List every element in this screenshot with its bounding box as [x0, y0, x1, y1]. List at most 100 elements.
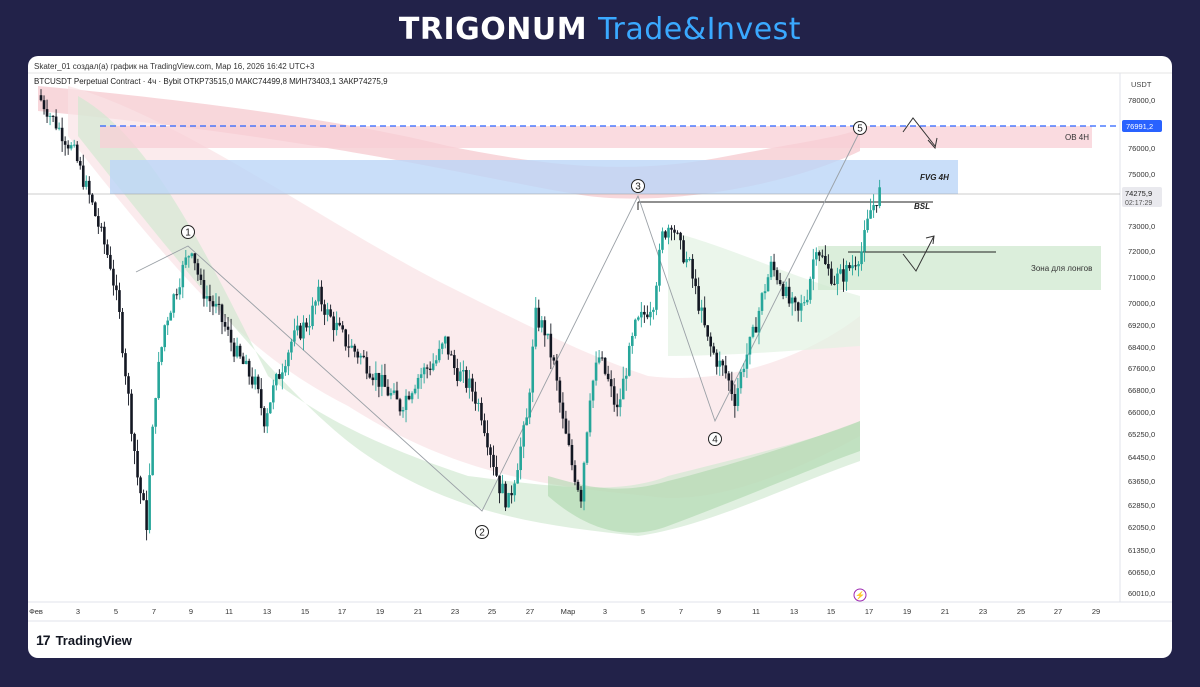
candle-body [365, 357, 369, 374]
tradingview-logo[interactable]: 17 TradingView [36, 632, 132, 648]
candle-body [302, 322, 305, 339]
time-tick: 23 [979, 607, 987, 616]
candle-body [805, 299, 809, 303]
fvg-label: FVG 4H [920, 173, 949, 182]
time-tick: 19 [376, 607, 384, 616]
candle-body [564, 418, 568, 434]
candle-body [440, 343, 444, 349]
candle-body [827, 263, 830, 269]
candle-body [585, 432, 589, 463]
candle-body [697, 286, 700, 311]
candle-body [712, 346, 716, 353]
candle-body [727, 373, 731, 381]
candle-body [682, 240, 685, 263]
time-tick: 23 [451, 607, 459, 616]
time-tick: 17 [338, 607, 346, 616]
wave-marker [181, 225, 195, 239]
candle-body [495, 466, 498, 476]
candle-body [492, 454, 495, 467]
lower-ribbon [78, 96, 860, 536]
candle-body [395, 390, 399, 400]
candle-body [217, 303, 221, 305]
ob-label: OB 4H [1065, 133, 1089, 142]
candle-body [344, 329, 347, 347]
candle-body [730, 380, 734, 394]
candle-body [139, 477, 142, 494]
candle-body [591, 380, 595, 401]
candle-body [350, 345, 354, 348]
time-tick: 5 [641, 607, 645, 616]
candle-body [670, 227, 673, 230]
candle-body [100, 226, 103, 228]
long-zone [818, 246, 1101, 290]
candle-body [860, 251, 863, 265]
candle-body [630, 335, 634, 346]
candle-body [281, 372, 284, 379]
up-arrow [902, 235, 935, 272]
candle-body [51, 115, 55, 117]
price-tick: 73000,0 [1128, 222, 1155, 231]
price-tick: 64450,0 [1128, 453, 1155, 462]
candle-body [603, 357, 607, 374]
candle-body [736, 388, 740, 406]
up-arrowhead [925, 235, 935, 245]
candle-body [486, 433, 489, 448]
price-tick: 70000,0 [1128, 299, 1155, 308]
candle-body [555, 360, 559, 381]
candle-body [326, 309, 329, 315]
candle-body [706, 325, 709, 337]
time-tick: 13 [790, 607, 798, 616]
candle-body [609, 379, 613, 387]
ob-zone [100, 126, 1092, 148]
candle-body [196, 263, 200, 275]
indicator-bands [38, 86, 860, 536]
candle-body [166, 320, 170, 326]
candle-body [772, 261, 776, 271]
candle-body [398, 399, 402, 412]
candle-body [489, 447, 492, 455]
candle-body [311, 305, 314, 327]
time-tick: 25 [488, 607, 496, 616]
candle-body [259, 389, 263, 409]
candle-body [624, 375, 628, 379]
candle-body [845, 265, 848, 282]
time-tick: Мар [561, 607, 576, 616]
candle-body [347, 346, 351, 348]
candle-body [652, 309, 655, 312]
time-tick: 29 [1092, 607, 1100, 616]
candle-body [649, 311, 652, 318]
candle-body [839, 269, 842, 274]
candle-body [148, 475, 151, 531]
green-shade [668, 231, 860, 356]
candle-body [528, 392, 532, 418]
zone-label: Зона для лонгов [1031, 264, 1092, 273]
candle-body [244, 360, 248, 364]
time-tick: 19 [903, 607, 911, 616]
candle-body [534, 307, 538, 347]
wave-marker [708, 432, 722, 446]
candle-body [380, 374, 384, 387]
candle-body [434, 360, 438, 364]
candle-body [293, 330, 296, 342]
candle-body [60, 127, 64, 142]
candle-body [377, 372, 381, 387]
candle-body [691, 258, 694, 279]
candle-body [78, 161, 82, 166]
candle-body [103, 226, 106, 245]
candle-body [42, 100, 46, 110]
candle-body [287, 352, 290, 367]
candle-body [537, 307, 541, 328]
candle-body [335, 322, 338, 331]
time-tick: 7 [152, 607, 156, 616]
candle-body [446, 336, 450, 355]
time-tick: 3 [603, 607, 607, 616]
candle-body [543, 320, 547, 336]
candle-body [241, 356, 245, 364]
candle-body [416, 377, 420, 389]
price-tick: 76000,0 [1128, 144, 1155, 153]
candle-body [818, 252, 821, 256]
candle-body [787, 286, 791, 304]
candle-body [121, 311, 124, 354]
time-tick: 13 [263, 607, 271, 616]
candle-body [540, 320, 544, 328]
